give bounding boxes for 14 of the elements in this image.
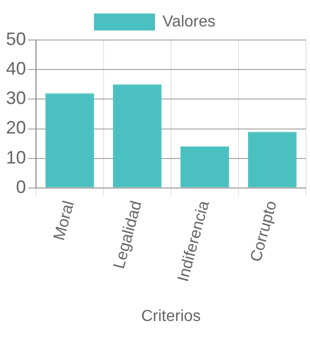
x-tick-label: Moral bbox=[51, 199, 78, 242]
bar bbox=[180, 146, 230, 188]
y-tick-label: 0 bbox=[16, 176, 26, 197]
x-axis-title: Criterios bbox=[141, 308, 201, 325]
bar bbox=[248, 132, 297, 188]
x-tick-label: Corrupto bbox=[248, 199, 280, 264]
y-tick-label: 30 bbox=[6, 88, 26, 108]
y-tick-label: 20 bbox=[6, 118, 26, 138]
legend-label: Valores bbox=[162, 13, 216, 30]
bar bbox=[112, 84, 162, 188]
bar bbox=[45, 93, 94, 188]
y-tick-label: 50 bbox=[6, 28, 26, 49]
y-tick-label: 10 bbox=[6, 147, 26, 168]
y-tick-label: 40 bbox=[6, 58, 26, 79]
